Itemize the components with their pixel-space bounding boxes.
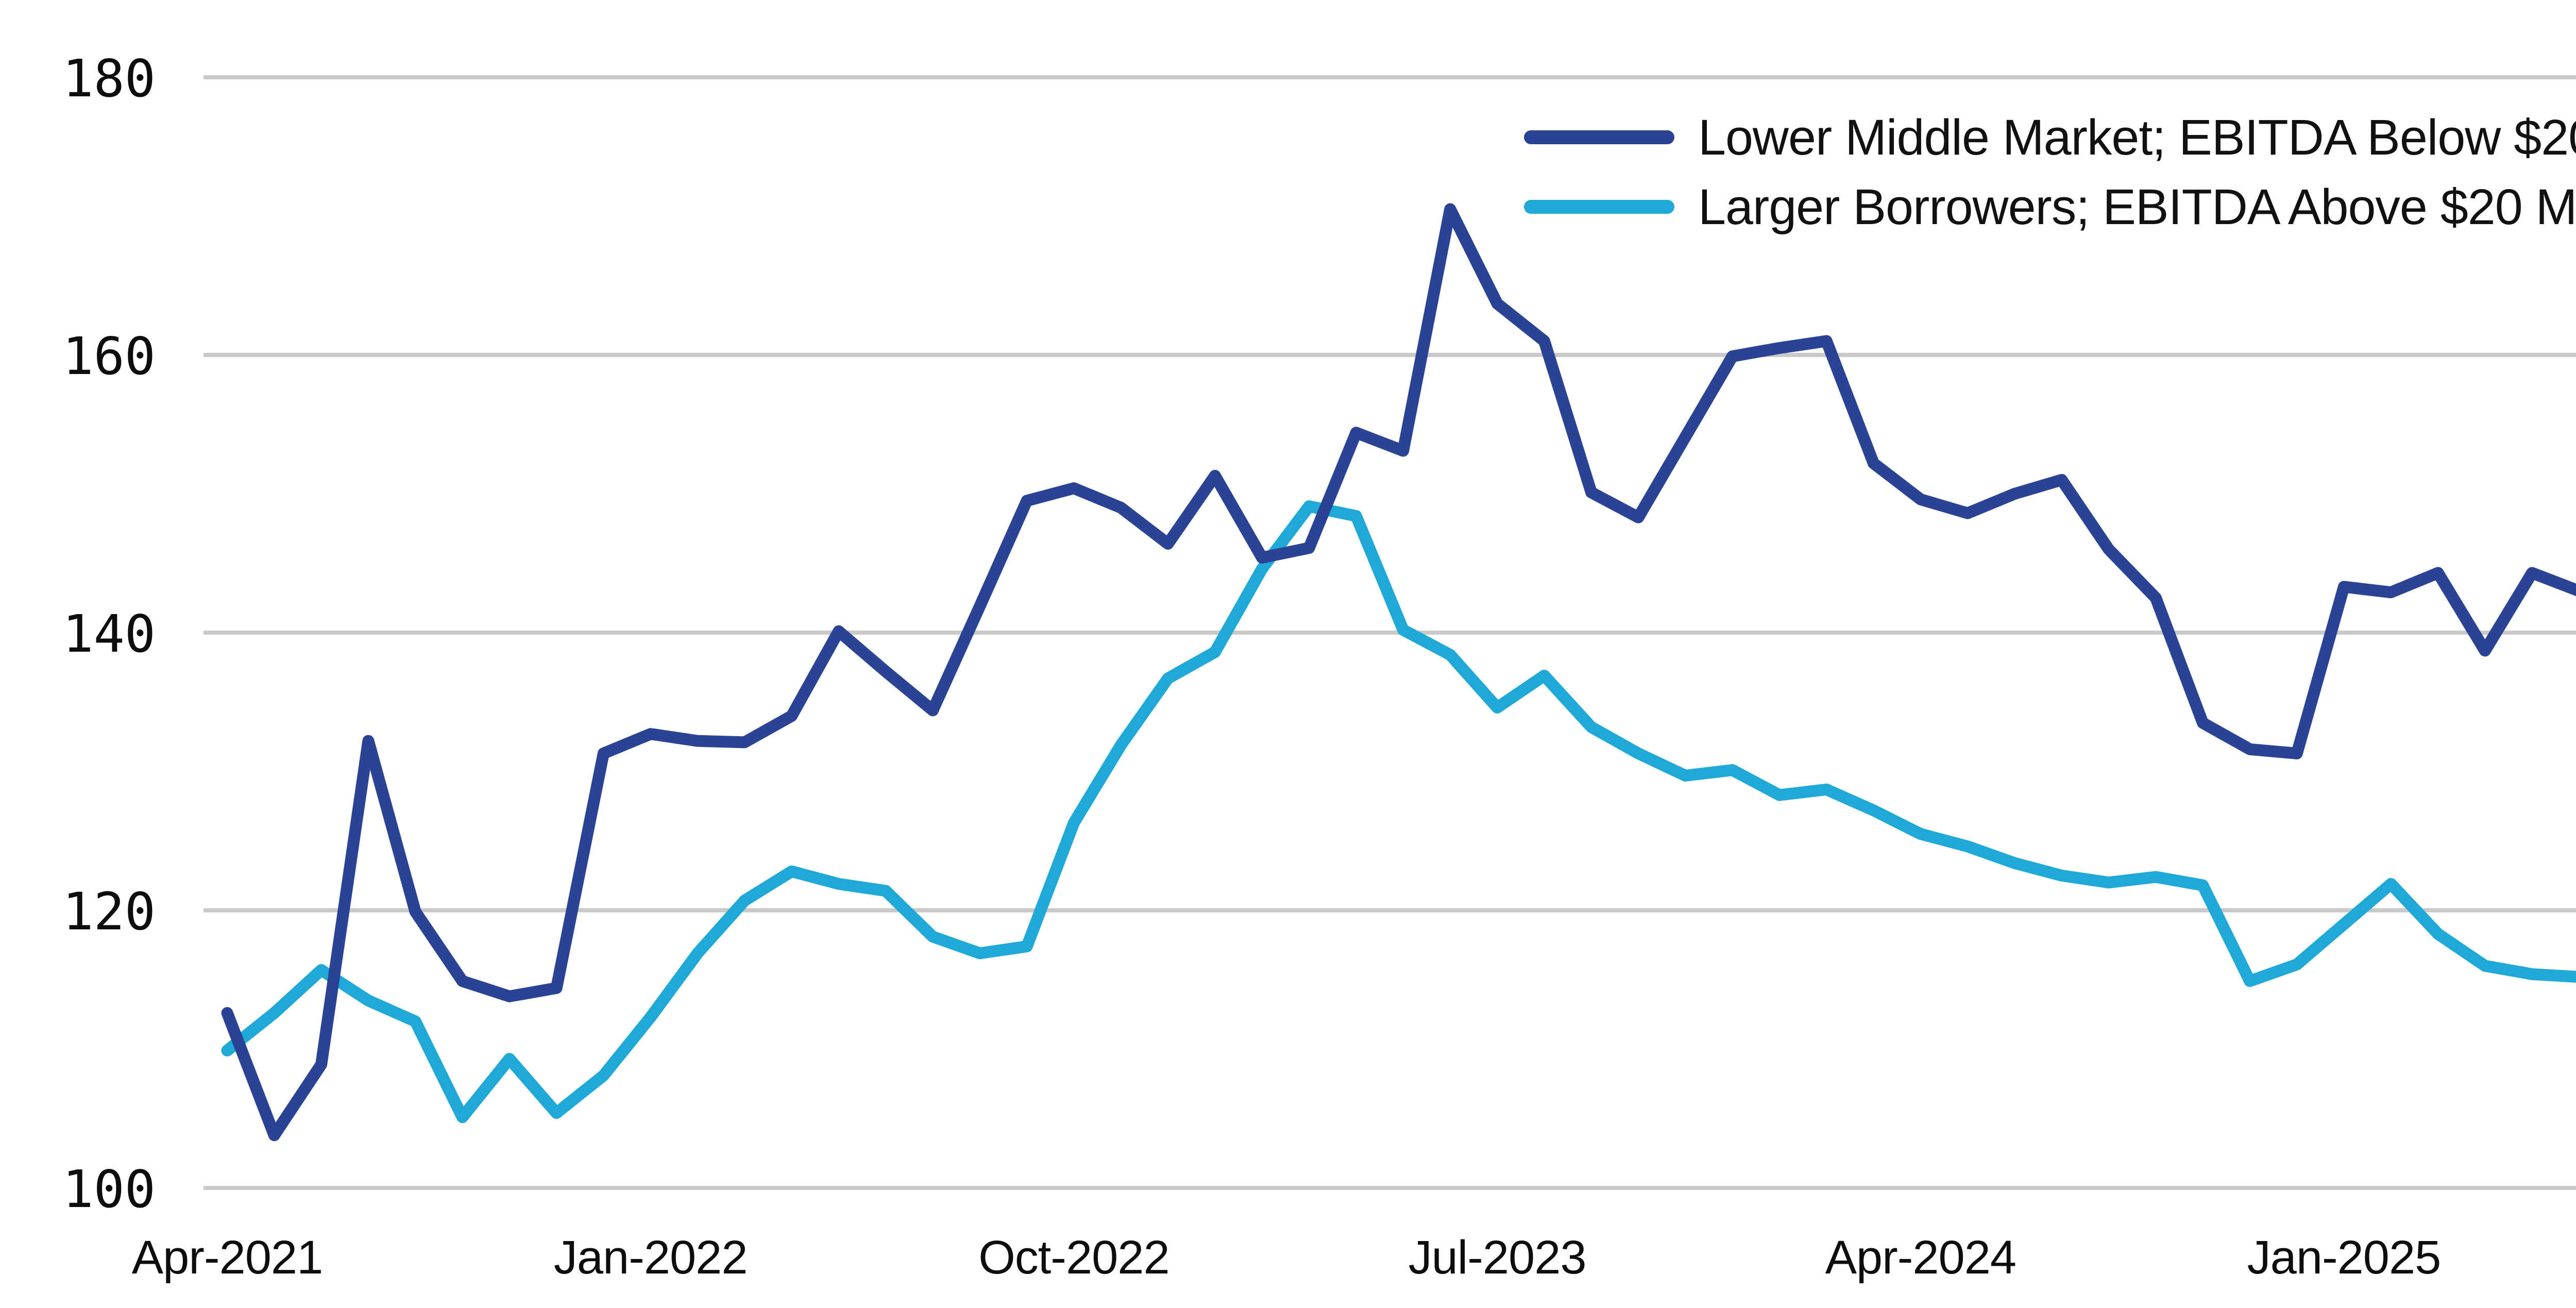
x-axis-label-Jul-2023: Jul-2023 xyxy=(1409,1231,1586,1284)
y-axis-label-140: 140 xyxy=(62,604,156,664)
navy-line-icon xyxy=(1524,130,1674,144)
x-axis-label-Apr-2024: Apr-2024 xyxy=(1825,1231,2016,1284)
legend-label: Larger Borrowers; EBITDA Above $20 Milli… xyxy=(1698,179,2576,235)
y-axis-label-160: 160 xyxy=(62,326,156,386)
series-line-larger-borrowers xyxy=(221,500,2576,1124)
y-axis-label-100: 100 xyxy=(62,1159,156,1219)
legend: Lower Middle Market; EBITDA Below $20 Mi… xyxy=(1524,112,2576,232)
legend-label: Lower Middle Market; EBITDA Below $20 Mi… xyxy=(1698,109,2576,165)
series-line-lower-middle-market xyxy=(221,203,2576,1142)
legend-item-larger-borrowers: Larger Borrowers; EBITDA Above $20 Milli… xyxy=(1524,182,2576,232)
x-axis-label-Jan-2025: Jan-2025 xyxy=(2247,1231,2441,1284)
cyan-line-icon xyxy=(1524,200,1674,214)
x-axis-label-Oct-2022: Oct-2022 xyxy=(978,1231,1169,1284)
y-axis-label-180: 180 xyxy=(62,48,156,109)
x-axis-label-Jan-2022: Jan-2022 xyxy=(554,1231,748,1284)
x-axis-label-Apr-2021: Apr-2021 xyxy=(132,1231,323,1284)
y-axis-label-120: 120 xyxy=(62,881,156,942)
legend-item-lower-middle-market: Lower Middle Market; EBITDA Below $20 Mi… xyxy=(1524,112,2576,162)
